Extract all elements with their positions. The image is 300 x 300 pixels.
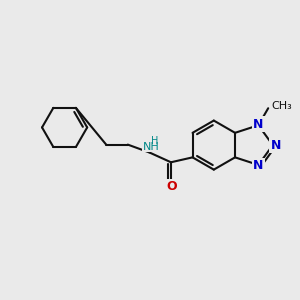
Text: NH: NH xyxy=(143,142,160,152)
Text: O: O xyxy=(167,180,177,193)
Text: N: N xyxy=(253,159,264,172)
Text: N: N xyxy=(271,139,281,152)
Text: N: N xyxy=(253,118,264,131)
Text: H: H xyxy=(151,136,158,146)
Text: CH₃: CH₃ xyxy=(271,101,292,111)
